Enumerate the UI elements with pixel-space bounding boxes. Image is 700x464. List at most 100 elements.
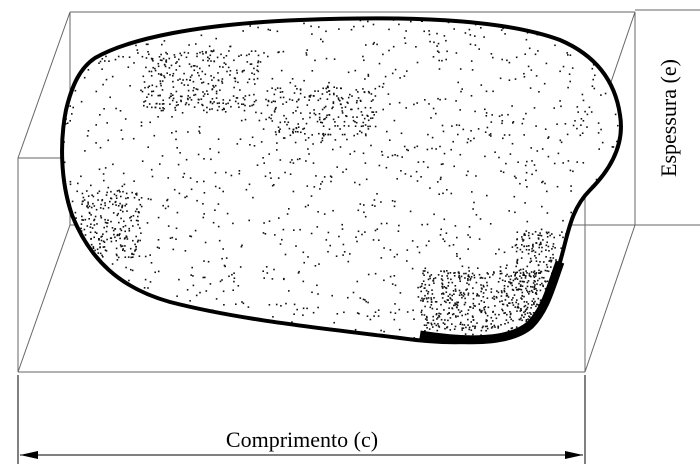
dot [424, 99, 426, 101]
dot [161, 59, 163, 62]
dot [243, 109, 246, 112]
dot [398, 23, 400, 26]
dot [110, 190, 112, 193]
dot [312, 162, 315, 164]
dot [318, 343, 320, 345]
dot [186, 289, 189, 291]
dot [521, 251, 524, 253]
dot [351, 108, 353, 111]
dot [262, 270, 264, 272]
dot [122, 248, 124, 250]
dot [341, 223, 343, 226]
dot [151, 305, 153, 307]
dot [507, 285, 509, 288]
dot [563, 349, 565, 351]
dot [288, 127, 291, 130]
dot [398, 101, 401, 104]
dot [112, 203, 114, 206]
dot [558, 337, 561, 339]
dot [249, 144, 251, 146]
dot [604, 284, 607, 286]
dot [485, 329, 487, 332]
dot [527, 65, 530, 68]
dot [445, 287, 448, 290]
dot [543, 261, 545, 263]
dot [323, 213, 326, 215]
dot [120, 195, 122, 198]
dot [187, 52, 190, 54]
dot [453, 293, 455, 295]
dot [270, 177, 272, 179]
dot [534, 275, 537, 277]
dot [546, 241, 548, 244]
dot [448, 312, 450, 314]
dot [563, 18, 566, 21]
dot [160, 84, 162, 87]
dot [524, 310, 526, 313]
dot [526, 245, 528, 247]
dot [135, 219, 138, 222]
dot [398, 224, 400, 227]
dot [345, 168, 348, 171]
dot [541, 148, 544, 150]
dot [189, 177, 192, 179]
dot [147, 93, 150, 96]
dot [505, 275, 507, 277]
dot [295, 110, 297, 112]
dot [255, 111, 257, 114]
dot [370, 144, 372, 147]
dot [432, 315, 434, 318]
dot [506, 305, 509, 307]
dot [111, 227, 114, 229]
dot [291, 99, 294, 101]
dot [157, 65, 160, 68]
dot [129, 85, 131, 87]
dot [534, 284, 536, 286]
dot [469, 140, 472, 142]
dot [487, 306, 490, 309]
dot [306, 185, 309, 187]
dot [84, 257, 86, 260]
dot [126, 236, 128, 238]
dot [520, 277, 523, 279]
dot [545, 62, 548, 65]
dot [454, 304, 457, 306]
dot [332, 101, 335, 103]
dot [480, 329, 483, 332]
dot [274, 100, 276, 103]
dot [303, 261, 305, 264]
dot [119, 202, 121, 205]
dot [120, 229, 123, 232]
dot [521, 298, 523, 300]
dot [274, 88, 277, 91]
dot [267, 28, 270, 31]
dot [471, 272, 474, 275]
dot [130, 256, 132, 259]
dot [545, 263, 548, 266]
dot [535, 344, 537, 346]
dot [299, 88, 302, 90]
dot [184, 196, 186, 199]
dot [119, 237, 121, 240]
dot [421, 283, 423, 285]
dot [479, 309, 481, 312]
dot [506, 264, 508, 267]
dot [202, 81, 205, 84]
dot [520, 284, 522, 286]
dot [140, 205, 143, 208]
dot [608, 240, 611, 243]
dot [106, 191, 108, 194]
dot [527, 318, 529, 321]
dot [461, 329, 463, 331]
dot [316, 284, 318, 287]
dot [151, 58, 154, 60]
dot [492, 90, 494, 93]
dot [189, 300, 191, 302]
dot [127, 294, 130, 297]
dot [150, 198, 152, 201]
dot [144, 100, 147, 102]
dot [600, 94, 602, 96]
dot [148, 53, 150, 56]
dot [81, 192, 84, 195]
dot [451, 299, 453, 301]
